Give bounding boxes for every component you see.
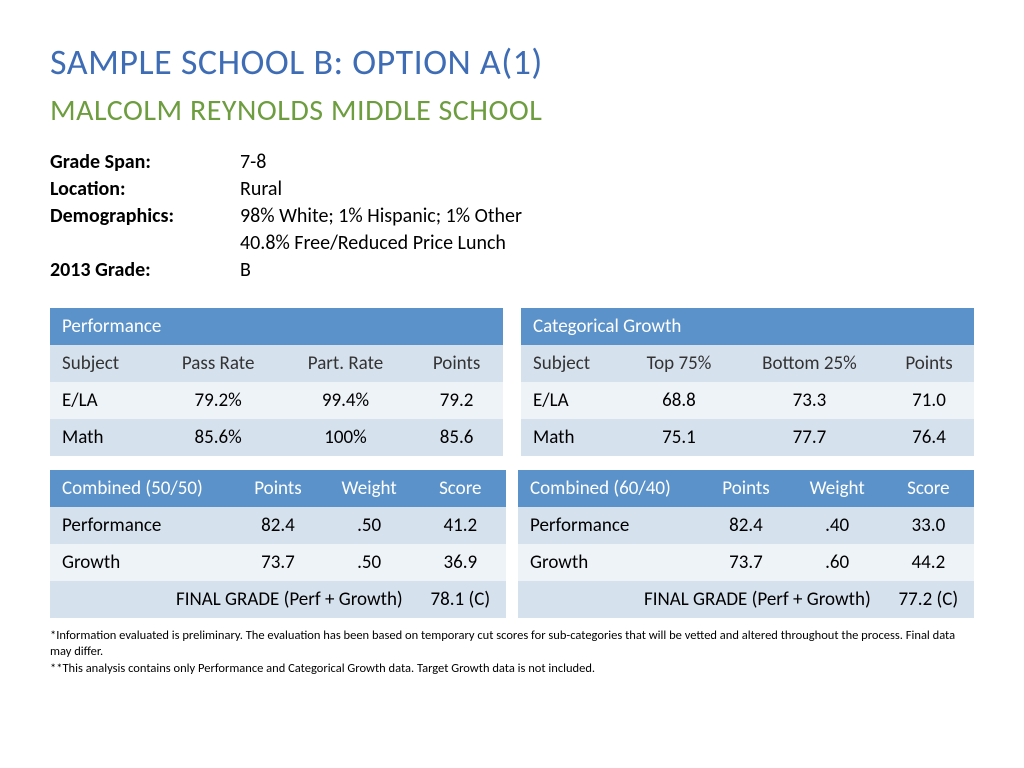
table-cell: 76.4 (884, 419, 974, 456)
grade-2013-value: B (240, 257, 251, 284)
table-cell: 79.2 (410, 382, 503, 419)
table-cell: 73.7 (232, 544, 323, 581)
table-cell: .50 (324, 544, 415, 581)
info-block: Grade Span: 7-8 Location: Rural Demograp… (50, 149, 974, 284)
demographics-value-2: 40.8% Free/Reduced Price Lunch (240, 230, 506, 257)
grade-span-label: Grade Span: (50, 149, 240, 176)
table-cell: E/LA (521, 382, 623, 419)
combined-left-col-score: Score (415, 470, 506, 507)
table-cell: 36.9 (415, 544, 506, 581)
grow-col-top75: Top 75% (623, 345, 735, 382)
grow-col-subject: Subject (521, 345, 623, 382)
table-cell: 82.4 (700, 507, 791, 544)
growth-header-blank (884, 308, 974, 345)
performance-header: Performance (50, 308, 503, 345)
school-subtitle: MALCOLM REYNOLDS MIDDLE SCHOOL (50, 92, 974, 129)
table-cell: 85.6% (155, 419, 280, 456)
table-cell: 100% (281, 419, 410, 456)
grow-col-points: Points (884, 345, 974, 382)
combined-table: Combined (50/50) Points Weight Score Com… (50, 470, 974, 618)
location-value: Rural (240, 176, 282, 203)
combined-left-header: Combined (50/50) (50, 470, 232, 507)
combined-right-col-weight: Weight (792, 470, 883, 507)
perf-col-points: Points (410, 345, 503, 382)
table-cell: 79.2% (155, 382, 280, 419)
table-cell: 82.4 (232, 507, 323, 544)
growth-header: Categorical Growth (521, 308, 884, 345)
table-cell: 44.2 (883, 544, 974, 581)
table-cell: 41.2 (415, 507, 506, 544)
table-cell: .50 (324, 507, 415, 544)
final-grade-right-value: 77.2 (C) (883, 581, 974, 618)
grow-col-bot25: Bottom 25% (735, 345, 884, 382)
demographics-value-1: 98% White; 1% Hispanic; 1% Other (240, 203, 522, 230)
final-grade-right-label: FINAL GRADE (Perf + Growth) (518, 581, 883, 618)
combined-right-header: Combined (60/40) (518, 470, 700, 507)
table-cell: .40 (792, 507, 883, 544)
growth-table: Categorical Growth Subject Top 75% Botto… (521, 308, 974, 456)
table-cell: 85.6 (410, 419, 503, 456)
table-cell: Math (521, 419, 623, 456)
perf-col-subject: Subject (50, 345, 155, 382)
final-grade-left-value: 78.1 (C) (415, 581, 506, 618)
combined-right-col-score: Score (883, 470, 974, 507)
table-cell: E/LA (50, 382, 155, 419)
grade-2013-label: 2013 Grade: (50, 257, 240, 284)
table-cell: 71.0 (884, 382, 974, 419)
table-cell: Performance (518, 507, 700, 544)
table-cell: Growth (518, 544, 700, 581)
table-cell: Math (50, 419, 155, 456)
table-cell: .60 (792, 544, 883, 581)
combined-right-col-points: Points (700, 470, 791, 507)
demographics-label: Demographics: (50, 203, 240, 230)
table-cell: 68.8 (623, 382, 735, 419)
footnotes: *Information evaluated is preliminary. T… (50, 628, 974, 677)
table-cell: 33.0 (883, 507, 974, 544)
location-label: Location: (50, 176, 240, 203)
footnote-1: *Information evaluated is preliminary. T… (50, 628, 974, 661)
table-cell: 73.3 (735, 382, 884, 419)
table-cell: 77.7 (735, 419, 884, 456)
combined-left-col-points: Points (232, 470, 323, 507)
page-title: SAMPLE SCHOOL B: OPTION A(1) (50, 40, 974, 84)
performance-table: Performance Subject Pass Rate Part. Rate… (50, 308, 503, 456)
combined-left-col-weight: Weight (324, 470, 415, 507)
table-cell: Growth (50, 544, 232, 581)
table-cell: 73.7 (700, 544, 791, 581)
upper-tables-row: Performance Subject Pass Rate Part. Rate… (50, 308, 974, 456)
table-cell: 75.1 (623, 419, 735, 456)
table-cell: 99.4% (281, 382, 410, 419)
perf-col-passrate: Pass Rate (155, 345, 280, 382)
footnote-2: **This analysis contains only Performanc… (50, 661, 974, 677)
final-grade-left-label: FINAL GRADE (Perf + Growth) (50, 581, 415, 618)
grade-span-value: 7-8 (240, 149, 266, 176)
table-cell: Performance (50, 507, 232, 544)
perf-col-partrate: Part. Rate (281, 345, 410, 382)
